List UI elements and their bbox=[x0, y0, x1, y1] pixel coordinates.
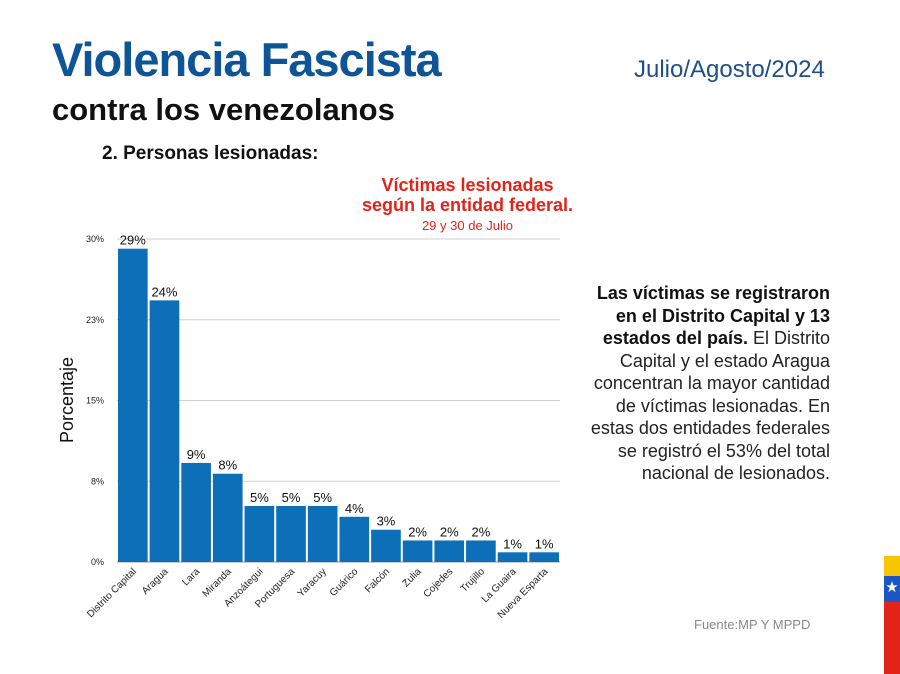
source-note: Fuente:MP Y MPPD bbox=[694, 617, 811, 632]
y-tick-label: 0% bbox=[91, 557, 104, 567]
bar-value-label: 29% bbox=[120, 233, 146, 248]
bar-value-label: 8% bbox=[218, 458, 237, 473]
bar-value-label: 5% bbox=[313, 490, 332, 505]
bar bbox=[118, 248, 148, 562]
x-tick-label: Distrito Capital bbox=[85, 566, 139, 620]
bar-value-label: 5% bbox=[250, 490, 269, 505]
x-tick-label: Yaracuy bbox=[296, 566, 329, 599]
x-tick-label: Lara bbox=[180, 566, 202, 588]
bar bbox=[371, 529, 401, 562]
date-label: Julio/Agosto/2024 bbox=[634, 56, 825, 83]
side-note-bold: Las víctimas se registraron en el Distri… bbox=[596, 283, 830, 348]
bar-value-label: 2% bbox=[471, 524, 490, 539]
bar-value-label: 4% bbox=[345, 501, 364, 516]
bar-value-label: 2% bbox=[440, 524, 459, 539]
x-tick-label: Cojedes bbox=[422, 566, 456, 600]
chart-title-line-1: Víctimas lesionadas bbox=[381, 175, 554, 195]
x-tick-label: Aragua bbox=[140, 566, 171, 597]
bar bbox=[276, 506, 306, 562]
bar bbox=[212, 473, 243, 562]
chart-title-line-2: según la entidad federal. bbox=[361, 195, 574, 215]
chart-title: Víctimas lesionadas según la entidad fed… bbox=[340, 175, 595, 215]
side-note: Las víctimas se registraron en el Distri… bbox=[590, 282, 830, 485]
section-heading: 2. Personas lesionadas: bbox=[102, 143, 319, 164]
flag-red-stripe bbox=[884, 602, 900, 674]
bar-value-label: 3% bbox=[377, 514, 396, 529]
flag-blue-stripe bbox=[884, 576, 900, 602]
y-axis-label: Porcentaje bbox=[57, 357, 77, 443]
bar-value-label: 1% bbox=[503, 536, 522, 551]
page-title: Violencia Fascista bbox=[52, 33, 442, 86]
x-tick-label: Trujillo bbox=[459, 566, 488, 595]
bar-value-label: 1% bbox=[535, 536, 554, 551]
bar bbox=[529, 552, 559, 562]
x-tick-label: Guárico bbox=[328, 566, 361, 599]
bar-value-label: 24% bbox=[151, 284, 177, 299]
bar bbox=[149, 300, 180, 562]
x-tick-label: Zulia bbox=[401, 566, 424, 589]
page-subtitle: contra los venezolanos bbox=[52, 92, 395, 127]
y-tick-label: 23% bbox=[86, 315, 104, 325]
side-note-text: El Distrito Capital y el estado Aragua c… bbox=[590, 328, 830, 483]
chart-subtitle: 29 y 30 de Julio bbox=[421, 218, 514, 233]
bar bbox=[244, 506, 275, 562]
bar bbox=[497, 552, 528, 562]
flag-yellow-stripe bbox=[884, 556, 900, 576]
y-tick-label: 15% bbox=[86, 396, 104, 406]
bar-value-label: 2% bbox=[408, 524, 427, 539]
bar bbox=[181, 462, 211, 562]
bar-value-label: 9% bbox=[187, 447, 206, 462]
bar bbox=[434, 540, 465, 562]
bar-value-label: 5% bbox=[282, 490, 301, 505]
bar bbox=[339, 516, 370, 562]
bar bbox=[402, 540, 433, 562]
y-tick-label: 30% bbox=[86, 234, 104, 244]
star-icon: ★ bbox=[885, 579, 899, 596]
x-tick-label: Falcón bbox=[363, 566, 392, 595]
y-tick-label: 8% bbox=[91, 476, 104, 486]
bar bbox=[466, 540, 496, 562]
bar bbox=[307, 506, 338, 562]
